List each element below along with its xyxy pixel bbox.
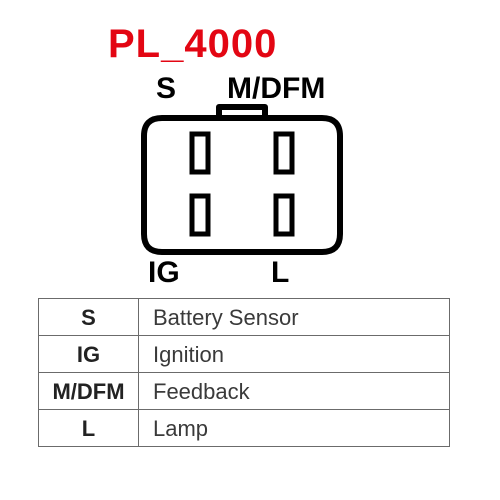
connector-icon	[138, 104, 346, 256]
pin-label-ig: IG	[148, 256, 180, 290]
table-row: L Lamp	[39, 410, 450, 447]
table-row: S Battery Sensor	[39, 299, 450, 336]
legend-code: M/DFM	[39, 373, 139, 410]
connector-diagram: S M/DFM IG L	[0, 68, 500, 288]
legend-code: IG	[39, 336, 139, 373]
pin-label-mdfm: M/DFM	[227, 72, 325, 106]
table-row: IG Ignition	[39, 336, 450, 373]
pin-label-l: L	[271, 256, 289, 290]
part-number-title: PL_4000	[108, 22, 277, 67]
legend-code: S	[39, 299, 139, 336]
legend-desc: Feedback	[139, 373, 450, 410]
pin-label-s: S	[156, 72, 176, 106]
legend-code: L	[39, 410, 139, 447]
legend-desc: Battery Sensor	[139, 299, 450, 336]
legend-desc: Ignition	[139, 336, 450, 373]
pin-legend-table: S Battery Sensor IG Ignition M/DFM Feedb…	[38, 298, 450, 447]
table-row: M/DFM Feedback	[39, 373, 450, 410]
legend-desc: Lamp	[139, 410, 450, 447]
